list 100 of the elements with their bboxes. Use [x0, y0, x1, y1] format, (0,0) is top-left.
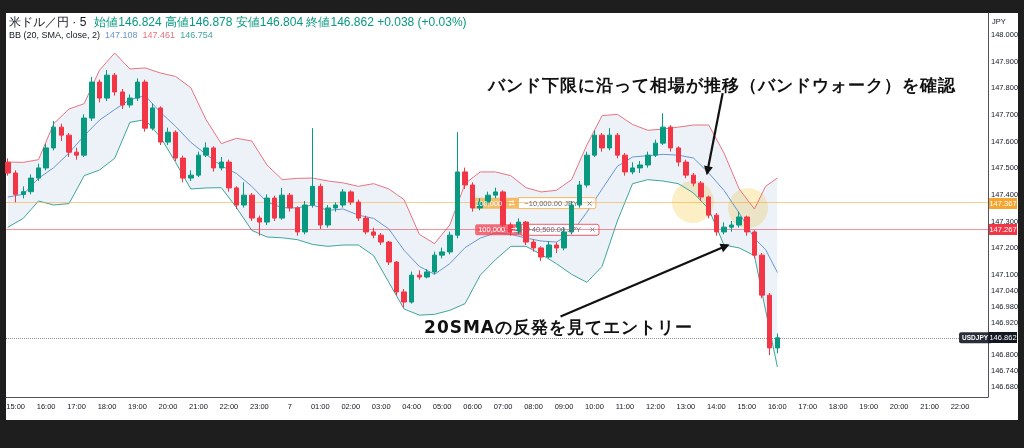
candlestick — [333, 201, 338, 213]
candlestick — [112, 72, 117, 97]
text: 147.461 — [142, 30, 176, 40]
candlestick — [97, 79, 102, 103]
candlestick — [424, 268, 430, 279]
candlestick — [196, 151, 201, 178]
candlestick — [173, 129, 178, 162]
candlestick — [188, 169, 194, 182]
candlestick — [706, 195, 711, 219]
candlestick — [203, 141, 209, 158]
candlestick — [721, 221, 727, 235]
candlestick — [607, 127, 612, 151]
candlestick — [310, 127, 315, 209]
candlestick — [66, 132, 72, 158]
candlestick — [257, 215, 262, 237]
candlestick — [759, 252, 765, 299]
candlestick — [36, 163, 41, 182]
candlestick — [81, 113, 87, 158]
candlestick — [577, 180, 582, 209]
candlestick — [401, 288, 407, 309]
candlestick — [226, 159, 232, 193]
candlestick — [219, 156, 224, 171]
candlestick — [59, 123, 64, 142]
candlestick — [340, 188, 346, 209]
candlestick — [234, 185, 239, 210]
candlestick — [683, 159, 689, 179]
candlestick — [462, 167, 468, 190]
candlestick — [767, 292, 772, 356]
candlestick — [295, 205, 300, 237]
candlestick — [211, 145, 216, 173]
candlestick — [637, 160, 643, 174]
candlestick — [279, 187, 285, 221]
candlestick — [752, 229, 757, 259]
candlestick — [676, 145, 681, 167]
candlestick — [378, 232, 384, 246]
candlestick — [698, 180, 704, 202]
annotation: 20SMAの反発を見てエントリー — [424, 315, 694, 339]
annotation: バンド下限に沿って相場が推移（バンドウォーク）を確認 — [487, 73, 956, 97]
candlestick — [386, 240, 392, 266]
candlestick — [356, 199, 361, 222]
candlestick — [180, 155, 186, 183]
candlestick — [630, 161, 635, 175]
candlestick — [432, 251, 437, 275]
candlestick — [5, 157, 11, 177]
candlestick — [28, 173, 34, 195]
chart-title: 米ドル／円 · 5 — [9, 15, 87, 29]
candlestick — [775, 333, 780, 354]
candlestick — [135, 77, 140, 102]
candlestick — [142, 79, 148, 133]
chart-subtitle: 始値146.824 高値146.878 安値146.804 終値146.862 +0.038 (+0.03%) — [94, 15, 467, 29]
candlestick — [714, 212, 719, 237]
candlestick — [348, 189, 354, 206]
candlestick — [447, 231, 453, 255]
text: 146.754 — [180, 30, 213, 40]
candlestick — [150, 103, 155, 131]
annotation: BB (20, SMA, close, 2) — [9, 30, 101, 40]
candlestick — [531, 239, 536, 253]
candlestick — [538, 245, 544, 262]
candlestick — [653, 139, 658, 158]
candlestick — [264, 193, 270, 226]
candlestick — [241, 181, 247, 209]
candlestick — [470, 181, 475, 213]
candlestick — [89, 76, 95, 122]
candlestick — [287, 192, 293, 213]
candlestick — [120, 88, 125, 110]
candlestick — [104, 69, 110, 102]
candlestick — [599, 132, 605, 153]
candlestick — [455, 131, 460, 239]
candlestick — [439, 247, 445, 259]
candlestick — [394, 260, 399, 297]
candlestick — [43, 143, 49, 171]
candlestick — [318, 183, 323, 230]
candlestick — [668, 124, 673, 153]
candlestick — [736, 211, 742, 229]
candlestick — [554, 241, 559, 254]
candlestick — [691, 172, 696, 187]
candlestick — [165, 127, 171, 146]
candlestick — [127, 93, 133, 109]
candlestick — [622, 152, 628, 177]
candlestick — [272, 195, 277, 222]
candlestick — [325, 204, 331, 229]
candlestick — [51, 120, 56, 151]
candlestick — [584, 151, 590, 189]
candlestick — [21, 185, 26, 199]
candlestick — [660, 112, 666, 146]
candlestick — [363, 215, 369, 235]
candlestick — [744, 215, 750, 237]
candlestick — [74, 147, 79, 161]
candlestick — [158, 105, 163, 146]
candlestick — [249, 192, 255, 222]
candlestick — [546, 240, 552, 259]
candlestick — [409, 271, 414, 305]
candlestick — [615, 132, 620, 159]
candlestick — [493, 187, 498, 199]
text: 147.108 — [105, 30, 138, 40]
candlestick — [516, 217, 521, 235]
candlestick — [302, 200, 308, 235]
candlestick — [645, 151, 651, 169]
candlestick — [729, 220, 734, 233]
candlestick — [371, 227, 376, 239]
